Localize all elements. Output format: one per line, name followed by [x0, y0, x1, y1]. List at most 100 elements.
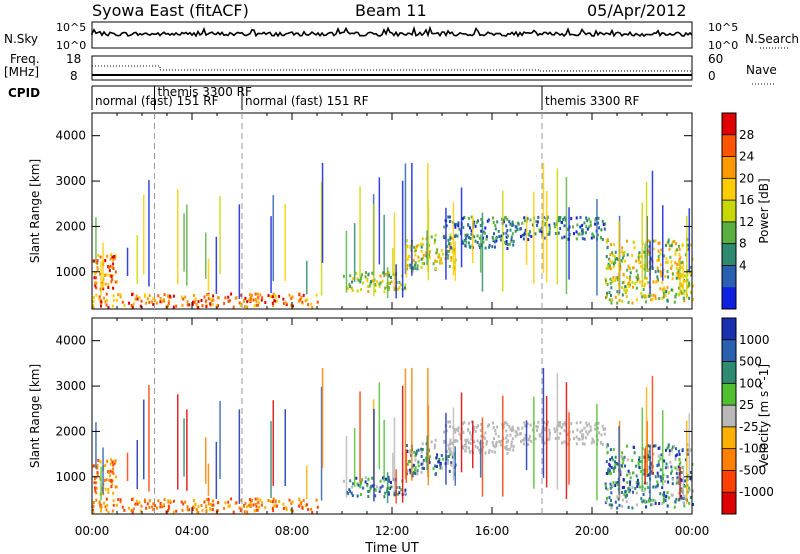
power-cell	[385, 272, 387, 276]
velocity-streak	[502, 395, 504, 497]
velocity-cell	[111, 483, 114, 486]
power-cell	[506, 242, 509, 246]
power-cell	[586, 227, 589, 231]
velocity-cell	[180, 500, 183, 504]
power-cell	[359, 280, 362, 284]
velocity-cell	[476, 439, 479, 443]
velocity-cell	[643, 489, 646, 493]
plot-title: Syowa East (fitACF)	[92, 1, 249, 20]
power-cell	[159, 300, 162, 304]
velocity-streak	[460, 392, 463, 473]
power-cell	[624, 289, 627, 293]
power-cell	[646, 268, 649, 272]
power-cell	[646, 276, 648, 280]
velocity-cell	[207, 498, 210, 502]
velocity-cell	[641, 500, 644, 504]
velocity-cell	[627, 487, 630, 491]
velocity-cell	[611, 484, 614, 488]
velocity-cell	[261, 501, 264, 505]
velocity-cell	[422, 458, 425, 462]
velocity-cell	[464, 438, 467, 442]
power-cell	[414, 261, 417, 265]
power-cell	[96, 261, 99, 265]
power-cell	[480, 217, 483, 221]
power-cell	[688, 281, 690, 285]
velocity-cell	[384, 491, 387, 495]
velocity-cell	[610, 503, 613, 507]
velocity-cell	[182, 502, 185, 506]
power-cell	[625, 295, 628, 299]
power-cell	[614, 295, 617, 299]
power-cell	[194, 297, 197, 301]
velocity-streak	[320, 386, 323, 501]
colorbar-segment	[722, 113, 736, 136]
power-cell	[362, 281, 365, 285]
power-cell	[451, 236, 454, 240]
velocity-cell	[608, 496, 611, 500]
power-cell	[104, 300, 107, 304]
power-cell	[348, 283, 351, 287]
power-cell	[447, 215, 450, 219]
power-cell	[477, 219, 479, 223]
power-cell	[654, 270, 657, 274]
power-cell	[131, 305, 134, 309]
velocity-cell	[606, 451, 609, 455]
power-cell	[491, 236, 494, 239]
velocity-cell	[662, 493, 664, 497]
power-cell	[656, 275, 659, 279]
velocity-cell	[626, 481, 629, 484]
velocity-cell	[548, 437, 551, 441]
power-cell	[650, 298, 653, 302]
velocity-cell	[508, 425, 511, 429]
velocity-cell	[207, 502, 210, 506]
power-cell	[366, 279, 369, 283]
velocity-cell	[642, 499, 645, 503]
velocity-cell	[378, 487, 381, 491]
power-cell	[608, 298, 611, 302]
power-cell	[659, 287, 662, 291]
velocity-cell	[480, 434, 483, 438]
velocity-cell	[112, 499, 115, 503]
power-cell	[261, 296, 264, 300]
power-cell	[610, 261, 613, 265]
colorbar-segment	[722, 156, 736, 179]
power-cell	[449, 233, 452, 237]
power-cell	[111, 278, 114, 281]
velocity-streak	[411, 367, 413, 481]
power-cell	[537, 215, 540, 219]
power-cell	[635, 298, 638, 302]
power-cell	[645, 295, 648, 299]
power-cell	[370, 280, 372, 284]
velocity-cell	[205, 498, 208, 501]
power-streak	[445, 207, 447, 280]
power-cell	[478, 236, 481, 240]
power-cell	[482, 230, 485, 234]
power-cell	[447, 250, 450, 253]
velocity-cell	[195, 508, 198, 512]
velocity-cell	[493, 437, 495, 441]
power-cell	[361, 273, 364, 277]
velocity-cell	[679, 461, 682, 465]
power-cell	[167, 299, 170, 303]
power-cell	[621, 293, 624, 297]
velocity-cell	[527, 437, 530, 441]
power-cell	[92, 296, 95, 299]
velocity-cell	[663, 493, 666, 497]
velocity-cell	[449, 447, 452, 451]
power-cell	[93, 276, 96, 280]
power-cell	[367, 272, 370, 276]
power-cell	[462, 225, 465, 229]
freq-panel	[91, 55, 693, 81]
colorbar-segment	[722, 448, 736, 471]
velocity-streak	[270, 421, 272, 499]
velocity-cell	[383, 495, 386, 499]
power-cell	[494, 245, 496, 249]
power-cell	[624, 259, 626, 263]
power-cell	[223, 301, 226, 305]
power-cell	[615, 276, 618, 280]
power-cell	[621, 256, 624, 260]
velocity-cell	[648, 499, 651, 503]
velocity-cell	[640, 470, 643, 473]
velocity-cell	[228, 504, 231, 508]
